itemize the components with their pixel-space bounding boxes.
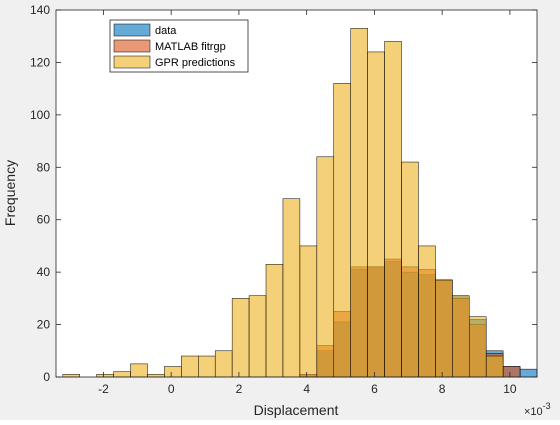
histogram-bar-series-2-bin-18 <box>367 51 385 378</box>
histogram-bar-series-2-bin-14 <box>299 245 318 378</box>
histogram-bar-series-2-bin-16 <box>333 83 351 378</box>
bar-layer <box>62 28 538 378</box>
y-tick-label: 60 <box>37 213 51 227</box>
x-axis-label: Displacement <box>254 402 339 418</box>
histogram-bar-series-2-bin-4 <box>130 363 148 378</box>
histogram-bar-series-2-bin-23 <box>452 295 470 378</box>
histogram-bar-series-2-bin-15 <box>316 156 335 378</box>
legend-swatch-1 <box>113 39 151 53</box>
histogram-bar-series-2-bin-3 <box>113 371 131 378</box>
legend-swatch-0 <box>113 23 151 37</box>
y-tick-label: 80 <box>37 160 51 174</box>
x-exponent-base: ×10 <box>524 406 543 418</box>
histogram-bar-series-2-bin-9 <box>214 350 233 378</box>
histogram-bar-series-2-bin-7 <box>181 355 199 378</box>
legend-swatch-2 <box>113 55 151 69</box>
y-tick-label: 140 <box>30 3 50 17</box>
y-tick-label: 0 <box>43 370 50 384</box>
histogram-bar-series-2-bin-8 <box>198 355 216 378</box>
y-tick-label: 120 <box>30 55 50 69</box>
x-tick-label: 8 <box>439 382 446 396</box>
x-tick-label: 4 <box>303 382 310 396</box>
histogram-bar-series-2-bin-10 <box>231 298 250 378</box>
x-tick-label: 6 <box>371 382 378 396</box>
legend-label-2: GPR predictions <box>155 57 236 69</box>
histogram-bar-series-2-bin-6 <box>164 366 182 378</box>
y-tick-label: 20 <box>37 318 51 332</box>
legend-label-0: data <box>155 25 177 37</box>
x-exponent-power: -3 <box>543 401 551 411</box>
histogram-bar-series-2-bin-22 <box>435 279 453 378</box>
histogram-bar-series-2-bin-24 <box>469 316 487 378</box>
histogram-bar-series-2-bin-13 <box>282 198 301 378</box>
histogram-bar-series-2-bin-19 <box>384 41 402 378</box>
histogram-bar-series-2-bin-20 <box>401 161 419 378</box>
axes-box <box>55 9 538 378</box>
legend: data MATLAB fitrgp GPR predictions <box>109 19 249 73</box>
legend-label-1: MATLAB fitrgp <box>155 41 226 53</box>
x-axis-exponent: ×10-3 <box>524 401 551 418</box>
x-tick-label: 0 <box>168 382 175 396</box>
histogram-bar-series-2-bin-12 <box>265 264 284 378</box>
y-tick-label: 100 <box>30 108 50 122</box>
x-tick-label: 2 <box>236 382 243 396</box>
x-tick-label: 10 <box>503 382 517 396</box>
y-tick-label: 40 <box>37 265 51 279</box>
histogram-bar-series-2-bin-21 <box>418 245 436 378</box>
x-tick-label: -2 <box>98 382 109 396</box>
y-axis-label: Frequency <box>2 160 18 226</box>
histogram-bar-series-2-bin-17 <box>350 28 368 378</box>
histogram-bar-series-1-bin-26 <box>502 366 521 378</box>
histogram-bar-series-2-bin-11 <box>248 295 267 378</box>
histogram-bar-series-0-bin-27 <box>519 368 538 378</box>
histogram-bar-series-2-bin-25 <box>485 355 504 378</box>
